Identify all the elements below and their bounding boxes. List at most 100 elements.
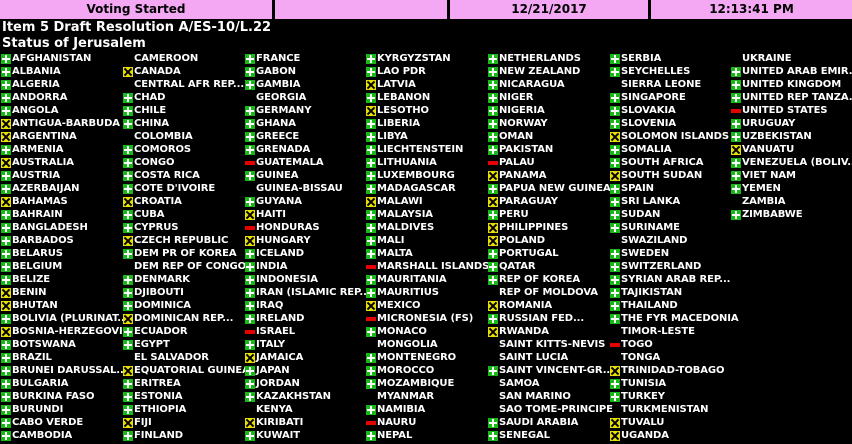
country-vote-row: LEBANON	[366, 91, 489, 104]
vote-yes-icon	[610, 378, 620, 389]
country-name: CENTRAL AFR REP....	[134, 79, 248, 90]
country-vote-row: LITHUANIA	[366, 156, 489, 169]
vote-yes-icon	[610, 66, 620, 77]
country-vote-row: BRUNEI DARUSSAL...	[1, 364, 134, 377]
country-name: DJIBOUTI	[134, 287, 184, 298]
country-vote-row: SAINT KITTS-NEVIS	[488, 338, 614, 351]
country-name: KAZAKHSTAN	[256, 391, 331, 402]
country-vote-row: MALAYSIA	[366, 208, 489, 221]
vote-yes-icon	[366, 222, 376, 233]
country-column-4: KYRGYZSTAN LAO PDR LATVIA LEBANON LESOTHO LIB…	[366, 52, 489, 442]
vote-yes-icon	[245, 118, 255, 129]
country-name: GAMBIA	[256, 79, 301, 90]
country-vote-row: THE FYR MACEDONIA	[610, 312, 739, 325]
vote-yes-icon	[488, 105, 498, 116]
vote-yes-icon	[245, 261, 255, 272]
country-vote-row: BURKINA FASO	[1, 390, 134, 403]
country-name: MYANMAR	[377, 391, 435, 402]
country-name: ANTIGUA-BARBUDA	[12, 118, 120, 129]
country-vote-row: ETHIOPIA	[123, 403, 250, 416]
country-name: SAO TOME-PRINCIPE	[499, 404, 613, 415]
country-name: TAJIKISTAN	[621, 287, 683, 298]
header-divider	[648, 0, 651, 19]
country-vote-row: REP OF MOLDOVA	[488, 286, 614, 299]
vote-yes-icon	[610, 313, 620, 324]
country-name: SAINT LUCIA	[499, 352, 569, 363]
vote-none-icon	[366, 340, 376, 350]
country-name: GRENADA	[256, 144, 311, 155]
country-vote-row: SOMALIA	[610, 143, 739, 156]
country-vote-row: NICARAGUA	[488, 78, 614, 91]
vote-yes-icon	[610, 53, 620, 64]
vote-yes-icon	[1, 404, 11, 415]
country-vote-row: PAKISTAN	[488, 143, 614, 156]
vote-yes-icon	[366, 235, 376, 246]
country-vote-row: DENMARK	[123, 273, 250, 286]
country-vote-row: ECUADOR	[123, 325, 250, 338]
country-vote-row: JAPAN	[245, 364, 371, 377]
vote-yes-icon	[245, 196, 255, 207]
country-vote-row: ISRAEL	[245, 325, 371, 338]
country-name: POLAND	[499, 235, 546, 246]
country-vote-row: TAJIKISTAN	[610, 286, 739, 299]
vote-yes-icon	[123, 183, 133, 194]
country-name: HUNGARY	[256, 235, 311, 246]
country-vote-row: JAMAICA	[245, 351, 371, 364]
vote-abstain-icon	[123, 66, 133, 77]
vote-yes-icon	[366, 92, 376, 103]
vote-abstain-icon	[366, 105, 376, 116]
country-vote-row: BRAZIL	[1, 351, 134, 364]
country-vote-row: COSTA RICA	[123, 169, 250, 182]
country-name: INDONESIA	[256, 274, 318, 285]
country-vote-row: SLOVAKIA	[610, 104, 739, 117]
country-name: JAPAN	[256, 365, 290, 376]
vote-none-icon	[488, 340, 498, 350]
country-name: LESOTHO	[377, 105, 429, 116]
vote-yes-icon	[245, 391, 255, 402]
country-name: PANAMA	[499, 170, 547, 181]
vote-yes-icon	[1, 66, 11, 77]
vote-yes-icon	[123, 118, 133, 129]
country-vote-row: SLOVENIA	[610, 117, 739, 130]
country-vote-row: FINLAND	[123, 429, 250, 442]
country-vote-row: ANDORRA	[1, 91, 134, 104]
country-vote-row: COTE D'IVOIRE	[123, 182, 250, 195]
country-vote-row: PORTUGAL	[488, 247, 614, 260]
country-name: GEORGIA	[256, 92, 307, 103]
country-vote-row: CUBA	[123, 208, 250, 221]
country-vote-row: CHINA	[123, 117, 250, 130]
country-name: BELIZE	[12, 274, 51, 285]
header-spacer	[275, 0, 447, 19]
country-name: SIERRA LEONE	[621, 79, 702, 90]
vote-yes-icon	[488, 274, 498, 285]
vote-yes-icon	[731, 79, 741, 90]
country-vote-row: BELIZE	[1, 273, 134, 286]
vote-yes-icon	[610, 157, 620, 168]
country-name: SLOVAKIA	[621, 105, 676, 116]
vote-none-icon	[123, 262, 133, 272]
country-name: SAN MARINO	[499, 391, 571, 402]
country-name: TONGA	[621, 352, 661, 363]
country-vote-row: HONDURAS	[245, 221, 371, 234]
country-name: VIET NAM	[742, 170, 796, 181]
country-name: BELARUS	[12, 248, 63, 259]
vote-yes-icon	[610, 287, 620, 298]
country-column-6: SERBIA SEYCHELLES SIERRA LEONE SINGAPORE SLO…	[610, 52, 739, 442]
country-name: SAINT KITTS-NEVIS	[499, 339, 606, 350]
vote-none-icon	[731, 197, 741, 207]
country-vote-row: RWANDA	[488, 325, 614, 338]
country-vote-row: SURINAME	[610, 221, 739, 234]
country-vote-row: AUSTRALIA	[1, 156, 134, 169]
country-vote-row: KUWAIT	[245, 429, 371, 442]
country-vote-row: JORDAN	[245, 377, 371, 390]
country-vote-row: SAMOA	[488, 377, 614, 390]
country-name: EQUATORIAL GUINEA	[134, 365, 250, 376]
country-name: MONTENEGRO	[377, 352, 457, 363]
country-name: MARSHALL ISLANDS	[377, 261, 490, 272]
vote-none-icon	[610, 353, 620, 363]
country-vote-row: TIMOR-LESTE	[610, 325, 739, 338]
vote-abstain-icon	[1, 300, 11, 311]
country-name: DEM PR OF KOREA	[134, 248, 237, 259]
country-name: GABON	[256, 66, 296, 77]
country-vote-row: UNITED ARAB EMIR...	[731, 65, 852, 78]
